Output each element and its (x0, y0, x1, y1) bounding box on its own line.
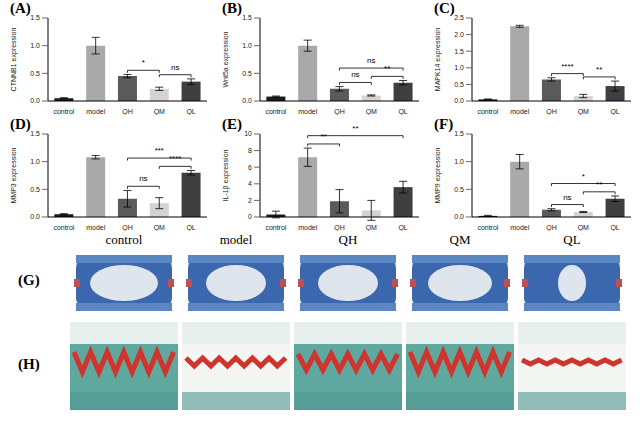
svg-text:**: ** (596, 65, 602, 74)
svg-text:1.0: 1.0 (30, 158, 40, 165)
svg-text:0.0: 0.0 (30, 97, 40, 104)
svg-text:0.0: 0.0 (454, 213, 464, 220)
svg-text:QL: QL (610, 108, 619, 115)
svg-text:QH: QH (546, 224, 557, 231)
svg-text:2.0: 2.0 (454, 31, 464, 38)
svg-text:model: model (510, 108, 530, 115)
svg-text:QL: QL (186, 224, 195, 231)
svg-text:6: 6 (248, 164, 252, 171)
svg-text:control: control (53, 108, 74, 115)
svg-text:QM: QM (578, 108, 589, 115)
svg-text:*: * (142, 58, 145, 67)
svg-text:0.5: 0.5 (242, 70, 252, 77)
svg-text:ns: ns (171, 63, 179, 72)
svg-text:1.5: 1.5 (454, 48, 464, 55)
svg-text:****: **** (169, 154, 181, 163)
svg-text:QH: QH (546, 108, 557, 115)
svg-text:QM: QM (366, 224, 377, 231)
svg-text:1.0: 1.0 (242, 42, 252, 49)
html-text:(C): (C) (434, 0, 455, 16)
svg-text:**: ** (596, 180, 602, 189)
html-text:(B): (B) (222, 0, 242, 16)
svg-text:control: control (265, 108, 286, 115)
svg-text:QL: QL (398, 108, 407, 115)
svg-text:0: 0 (248, 213, 252, 220)
svg-text:Wnt5a expression: Wnt5a expression (222, 31, 230, 87)
svg-text:10: 10 (244, 130, 252, 137)
svg-text:**: ** (320, 132, 326, 141)
svg-text:1.0: 1.0 (454, 64, 464, 71)
svg-text:control: control (477, 108, 498, 115)
svg-text:2.5: 2.5 (454, 14, 464, 21)
svg-text:0.0: 0.0 (242, 97, 252, 104)
svg-text:model: model (510, 224, 530, 231)
svg-text:0.5: 0.5 (454, 186, 464, 193)
svg-text:8: 8 (248, 147, 252, 154)
svg-text:4: 4 (248, 180, 252, 187)
svg-text:***: *** (155, 146, 164, 155)
html-text:(G): (G) (18, 272, 40, 288)
svg-text:QL: QL (398, 224, 407, 231)
svg-text:2: 2 (248, 197, 252, 204)
svg-text:control: control (265, 224, 286, 231)
svg-text:QL: QL (610, 224, 619, 231)
svg-text:1.5: 1.5 (30, 130, 40, 137)
html-text:QH: QH (338, 232, 358, 247)
svg-text:**: ** (384, 64, 390, 73)
svg-text:MMP3 expression: MMP3 expression (10, 147, 18, 203)
svg-text:1.5: 1.5 (454, 130, 464, 137)
svg-text:1.5: 1.5 (30, 14, 40, 21)
svg-text:CTNNB1 expression: CTNNB1 expression (10, 27, 18, 91)
svg-text:MAPK14 expression: MAPK14 expression (434, 28, 442, 92)
html-text:(H): (H) (18, 356, 40, 372)
svg-text:QH: QH (334, 224, 345, 231)
svg-text:0.5: 0.5 (454, 81, 464, 88)
svg-text:ns: ns (351, 70, 359, 79)
html-text:QM: QM (449, 232, 471, 247)
html-text:(F): (F) (434, 116, 454, 132)
svg-text:control: control (477, 224, 498, 231)
html-text:(E): (E) (222, 116, 242, 132)
html-text:control: control (105, 232, 143, 247)
svg-text:1.0: 1.0 (454, 158, 464, 165)
svg-text:model: model (298, 108, 318, 115)
svg-text:0.0: 0.0 (30, 213, 40, 220)
svg-text:QM: QM (578, 224, 589, 231)
svg-text:ns: ns (563, 193, 571, 202)
svg-text:QH: QH (334, 108, 345, 115)
svg-text:1.0: 1.0 (30, 42, 40, 49)
html-text:QL: QL (563, 232, 581, 247)
svg-text:QM: QM (154, 108, 165, 115)
svg-text:1.5: 1.5 (242, 14, 252, 21)
svg-text:model: model (86, 108, 106, 115)
svg-text:**: ** (352, 124, 358, 133)
svg-text:0.0: 0.0 (454, 97, 464, 104)
svg-text:model: model (86, 224, 106, 231)
svg-text:****: **** (561, 62, 573, 71)
svg-text:IL-1β expression: IL-1β expression (222, 149, 230, 201)
svg-text:*: * (582, 172, 585, 181)
svg-text:ns: ns (367, 56, 375, 65)
svg-text:MMP9 expression: MMP9 expression (434, 147, 442, 203)
html-text:(D): (D) (10, 116, 31, 132)
svg-text:QH: QH (122, 108, 133, 115)
svg-text:0.5: 0.5 (30, 70, 40, 77)
svg-text:0.5: 0.5 (30, 186, 40, 193)
svg-text:QL: QL (186, 108, 195, 115)
svg-text:ns: ns (139, 174, 147, 183)
html-text:(A): (A) (10, 0, 31, 16)
html-text:model: model (219, 232, 253, 247)
svg-text:QM: QM (366, 108, 377, 115)
svg-text:control: control (53, 224, 74, 231)
svg-text:model: model (298, 224, 318, 231)
svg-text:QM: QM (154, 224, 165, 231)
svg-text:QH: QH (122, 224, 133, 231)
